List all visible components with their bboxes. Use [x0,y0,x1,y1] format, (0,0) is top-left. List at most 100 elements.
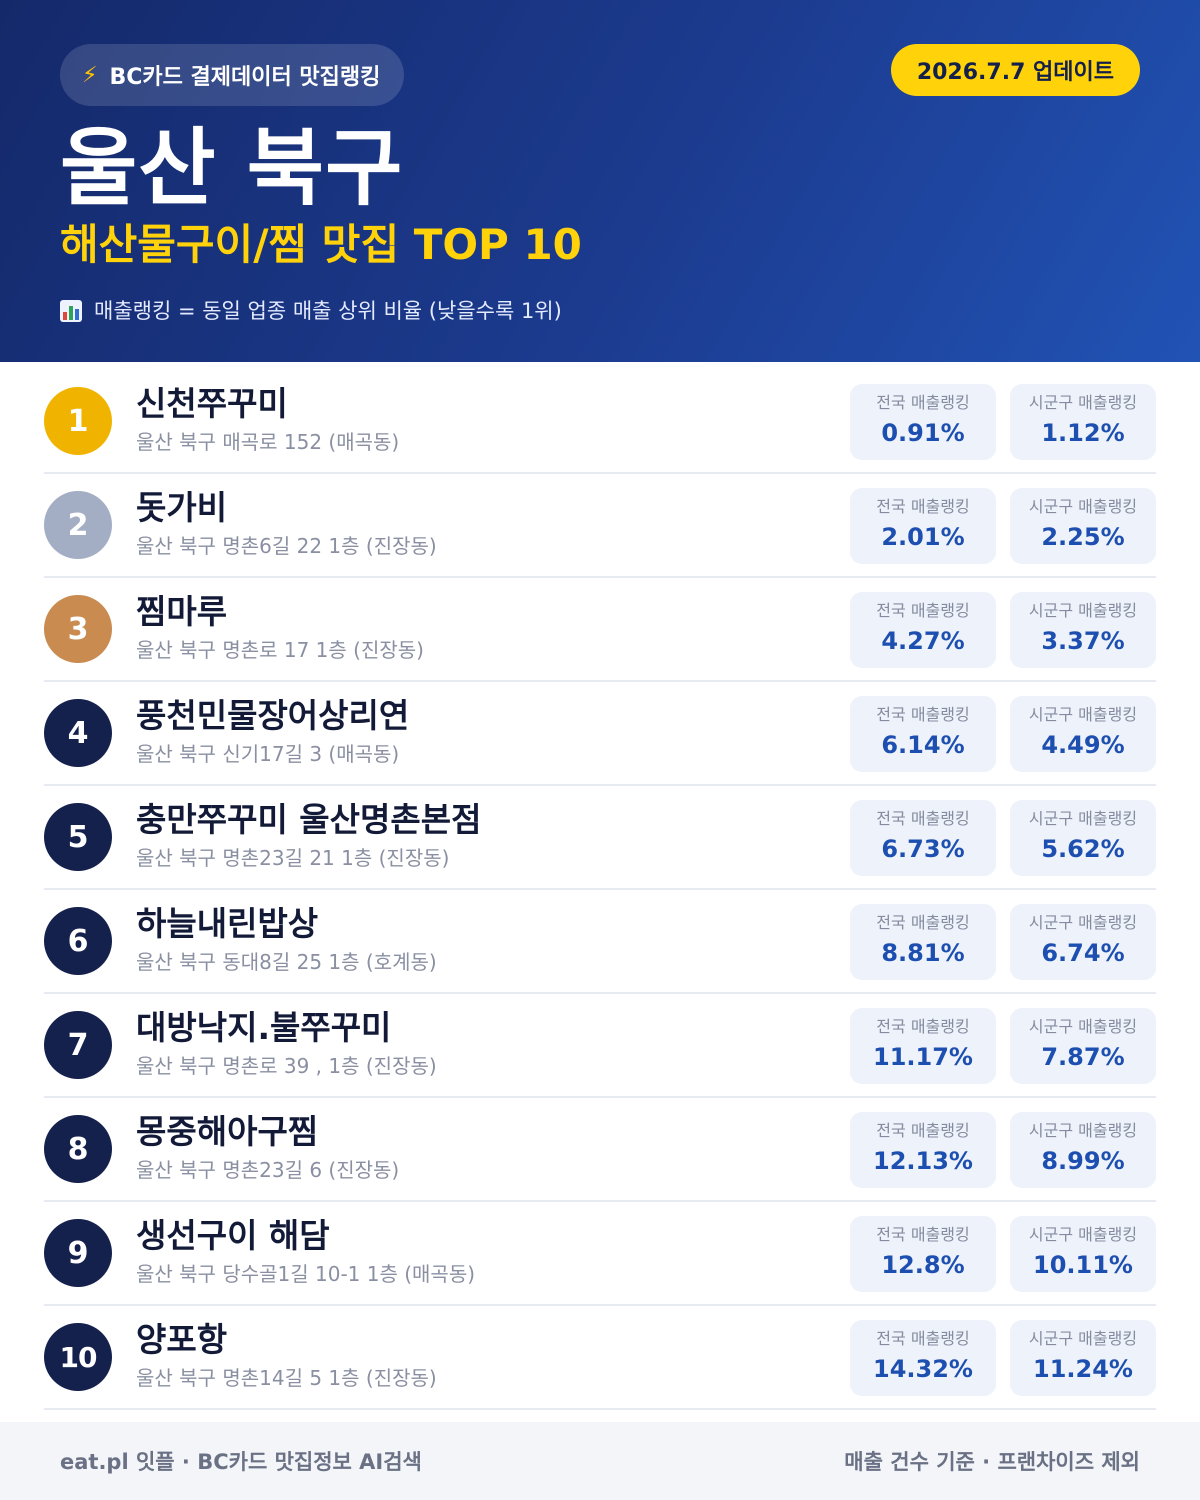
rank-badge: 4 [44,699,112,767]
local-ranking-label: 시군구 매출랭킹 [1028,1225,1138,1244]
local-ranking-label: 시군구 매출랭킹 [1028,1017,1138,1036]
region-title: 울산 북구 [60,119,404,217]
local-ranking-box: 시군구 매출랭킹 1.12% [1010,384,1156,460]
restaurant-name[interactable]: 신천쭈꾸미 [136,384,288,423]
local-ranking-label: 시군구 매출랭킹 [1028,913,1138,932]
local-ranking-label: 시군구 매출랭킹 [1028,393,1138,412]
national-ranking-box: 전국 매출랭킹 0.91% [850,384,996,460]
national-ranking-label: 전국 매출랭킹 [876,913,970,932]
local-ranking-box: 시군구 매출랭킹 5.62% [1010,800,1156,876]
footer-note: 매출 건수 기준 · 프랜차이즈 제외 [844,1450,1140,1474]
footer-brand[interactable]: eat.pl 잇플 · BC카드 맛집정보 AI검색 [60,1450,422,1474]
national-ranking-box: 전국 매출랭킹 4.27% [850,592,996,668]
national-ranking-value: 0.91% [881,419,965,447]
local-ranking-value: 3.37% [1041,627,1125,655]
restaurant-name[interactable]: 찜마루 [136,592,228,631]
national-ranking-value: 11.17% [873,1043,973,1071]
national-ranking-box: 전국 매출랭킹 6.73% [850,800,996,876]
local-ranking-value: 1.12% [1041,419,1125,447]
local-ranking-box: 시군구 매출랭킹 11.24% [1010,1320,1156,1396]
local-ranking-box: 시군구 매출랭킹 6.74% [1010,904,1156,980]
restaurant-address: 울산 북구 신기17길 3 (매곡동) [136,742,400,766]
national-ranking-value: 2.01% [881,523,965,551]
update-date-badge: 2026.7.7 업데이트 [890,44,1140,96]
ranking-row-7[interactable]: 7 대방낙지.불쭈꾸미 울산 북구 명촌로 39 , 1층 (진장동) 전국 매… [44,994,1156,1098]
local-ranking-box: 시군구 매출랭킹 2.25% [1010,488,1156,564]
local-ranking-value: 5.62% [1041,835,1125,863]
local-ranking-value: 8.99% [1041,1147,1125,1175]
lightning-bolt-icon: ⚡ [82,62,98,88]
national-ranking-box: 전국 매출랭킹 12.8% [850,1216,996,1292]
ranking-row-8[interactable]: 8 몽중해아구찜 울산 북구 명촌23길 6 (진장동) 전국 매출랭킹 12.… [44,1098,1156,1202]
restaurant-name[interactable]: 하늘내린밥상 [136,904,319,943]
restaurant-name[interactable]: 몽중해아구찜 [136,1112,319,1151]
rank-badge: 2 [44,491,112,559]
local-ranking-value: 10.11% [1033,1251,1133,1279]
restaurant-name[interactable]: 대방낙지.불쭈꾸미 [136,1008,392,1047]
national-ranking-box: 전국 매출랭킹 8.81% [850,904,996,980]
local-ranking-box: 시군구 매출랭킹 3.37% [1010,592,1156,668]
footer: eat.pl 잇플 · BC카드 맛집정보 AI검색 매출 건수 기준 · 프랜… [0,1422,1200,1500]
national-ranking-box: 전국 매출랭킹 11.17% [850,1008,996,1084]
restaurant-name[interactable]: 풍천민물장어상리연 [136,696,410,735]
update-label: 2026.7.7 업데이트 [916,60,1114,85]
restaurant-address: 울산 북구 명촌로 17 1층 (진장동) [136,638,424,662]
ranking-row-2[interactable]: 2 돗가비 울산 북구 명촌6길 22 1층 (진장동) 전국 매출랭킹 2.0… [44,474,1156,578]
ranking-list: 1 신천쭈꾸미 울산 북구 매곡로 152 (매곡동) 전국 매출랭킹 0.91… [44,370,1156,1410]
national-ranking-label: 전국 매출랭킹 [876,601,970,620]
national-ranking-label: 전국 매출랭킹 [876,705,970,724]
national-ranking-value: 8.81% [881,939,965,967]
national-ranking-value: 14.32% [873,1355,973,1383]
rank-badge: 10 [44,1323,112,1391]
local-ranking-box: 시군구 매출랭킹 8.99% [1010,1112,1156,1188]
local-ranking-label: 시군구 매출랭킹 [1028,1121,1138,1140]
national-ranking-value: 6.14% [881,731,965,759]
national-ranking-label: 전국 매출랭킹 [876,1329,970,1348]
rank-badge: 3 [44,595,112,663]
local-ranking-box: 시군구 매출랭킹 10.11% [1010,1216,1156,1292]
ranking-row-3[interactable]: 3 찜마루 울산 북구 명촌로 17 1층 (진장동) 전국 매출랭킹 4.27… [44,578,1156,682]
ranking-row-1[interactable]: 1 신천쭈꾸미 울산 북구 매곡로 152 (매곡동) 전국 매출랭킹 0.91… [44,370,1156,474]
national-ranking-label: 전국 매출랭킹 [876,1225,970,1244]
rank-badge: 7 [44,1011,112,1079]
restaurant-name[interactable]: 돗가비 [136,488,228,527]
restaurant-name[interactable]: 충만쭈꾸미 울산명촌본점 [136,800,482,839]
restaurant-address: 울산 북구 명촌6길 22 1층 (진장동) [136,534,437,558]
restaurant-address: 울산 북구 명촌23길 21 1층 (진장동) [136,846,450,870]
restaurant-address: 울산 북구 명촌23길 6 (진장동) [136,1158,400,1182]
rank-badge: 8 [44,1115,112,1183]
national-ranking-label: 전국 매출랭킹 [876,393,970,412]
ranking-row-4[interactable]: 4 풍천민물장어상리연 울산 북구 신기17길 3 (매곡동) 전국 매출랭킹 … [44,682,1156,786]
local-ranking-box: 시군구 매출랭킹 4.49% [1010,696,1156,772]
local-ranking-value: 2.25% [1041,523,1125,551]
rank-badge: 5 [44,803,112,871]
local-ranking-label: 시군구 매출랭킹 [1028,497,1138,516]
local-ranking-value: 11.24% [1033,1355,1133,1383]
category-subtitle: 해산물구이/찜 맛집 TOP 10 [60,220,582,269]
ranking-row-9[interactable]: 9 생선구이 해담 울산 북구 당수골1길 10-1 1층 (매곡동) 전국 매… [44,1202,1156,1306]
rank-badge: 9 [44,1219,112,1287]
source-badge: ⚡ BC카드 결제데이터 맛집랭킹 [60,44,405,106]
ranking-row-5[interactable]: 5 충만쭈꾸미 울산명촌본점 울산 북구 명촌23길 21 1층 (진장동) 전… [44,786,1156,890]
national-ranking-label: 전국 매출랭킹 [876,1017,970,1036]
restaurant-name[interactable]: 양포항 [136,1320,228,1359]
rank-badge: 1 [44,387,112,455]
header-banner: ⚡ BC카드 결제데이터 맛집랭킹 2026.7.7 업데이트 울산 북구 해산… [0,0,1200,362]
national-ranking-value: 6.73% [881,835,965,863]
restaurant-address: 울산 북구 명촌로 39 , 1층 (진장동) [136,1054,437,1078]
restaurant-name[interactable]: 생선구이 해담 [136,1216,330,1255]
source-label: BC카드 결제데이터 맛집랭킹 [109,65,381,90]
local-ranking-value: 4.49% [1041,731,1125,759]
local-ranking-box: 시군구 매출랭킹 7.87% [1010,1008,1156,1084]
ranking-row-6[interactable]: 6 하늘내린밥상 울산 북구 동대8길 25 1층 (호계동) 전국 매출랭킹 … [44,890,1156,994]
national-ranking-value: 4.27% [881,627,965,655]
local-ranking-label: 시군구 매출랭킹 [1028,705,1138,724]
restaurant-address: 울산 북구 명촌14길 5 1층 (진장동) [136,1366,437,1390]
national-ranking-box: 전국 매출랭킹 14.32% [850,1320,996,1396]
national-ranking-box: 전국 매출랭킹 6.14% [850,696,996,772]
ranking-row-10[interactable]: 10 양포항 울산 북구 명촌14길 5 1층 (진장동) 전국 매출랭킹 14… [44,1306,1156,1410]
national-ranking-value: 12.8% [881,1251,965,1279]
local-ranking-value: 7.87% [1041,1043,1125,1071]
restaurant-address: 울산 북구 매곡로 152 (매곡동) [136,430,400,454]
local-ranking-label: 시군구 매출랭킹 [1028,809,1138,828]
